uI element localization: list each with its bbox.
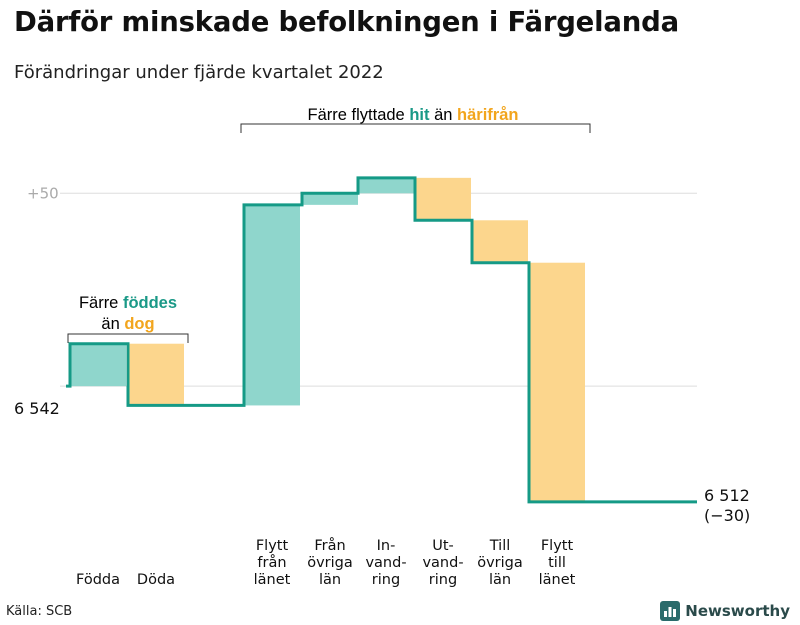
migration-annotation-text: Färre flyttade hit än härifrån	[308, 106, 519, 124]
births-deaths-annotation-line2: än dog	[101, 315, 154, 333]
chart-title: Därför minskade befolkningen i Färgeland…	[14, 6, 679, 38]
bar-4	[358, 177, 414, 194]
brand-name: Newsworthy	[685, 602, 790, 620]
migration-text-mid: än	[434, 106, 452, 124]
migration-bracket	[240, 123, 591, 133]
births-deaths-highlight-out: dog	[124, 315, 154, 333]
migration-highlight-out: härifrån	[457, 106, 518, 124]
chart-subtitle: Förändringar under fjärde kvartalet 2022	[14, 62, 384, 83]
level-line	[66, 176, 697, 504]
births-deaths-annotation: Färre föddes än dog	[67, 294, 189, 343]
category-label-5: Ut-vand-ring	[422, 538, 463, 588]
start-value-label: 6 542	[14, 399, 60, 418]
brand-logo: Newsworthy	[660, 601, 790, 621]
change-value-label: (−30)	[704, 506, 750, 525]
births-deaths-text1: Färre	[79, 294, 118, 312]
level-line-group	[66, 176, 697, 504]
migration-highlight-in: hit	[409, 106, 430, 124]
bars	[70, 177, 585, 502]
bar-3	[302, 193, 358, 205]
bar-7	[529, 262, 585, 502]
migration-text-pre: Färre flyttade	[308, 106, 405, 124]
category-labels: Födda Döda Flytt från länet Från övriga län In-v…	[76, 537, 576, 588]
category-label-4: In-vand-ring	[365, 538, 406, 588]
bar-0	[70, 343, 126, 387]
births-deaths-text2: än	[101, 315, 119, 333]
category-label-0: Födda	[76, 572, 120, 588]
category-label-2: Flytt från länet	[254, 538, 291, 588]
births-deaths-highlight-in: föddes	[123, 294, 177, 312]
births-deaths-bracket	[67, 333, 189, 343]
end-value-label: 6 512	[704, 486, 750, 505]
bar-6	[472, 220, 528, 263]
births-deaths-annotation-line1: Färre föddes	[79, 294, 177, 312]
category-label-6: Till övriga län	[477, 538, 523, 588]
bar-5	[415, 177, 471, 221]
category-label-7: Flytt till länet	[539, 538, 576, 588]
bar-1	[128, 343, 184, 406]
category-label-3: Från övriga län	[307, 537, 353, 588]
y-tick-label-1: +50	[27, 184, 59, 202]
newsworthy-logo-icon	[660, 601, 681, 621]
bar-2	[244, 204, 300, 406]
migration-annotation: Färre flyttade hit än härifrån	[240, 106, 591, 133]
category-label-1: Döda	[137, 572, 175, 588]
source-note: Källa: SCB	[6, 604, 73, 619]
